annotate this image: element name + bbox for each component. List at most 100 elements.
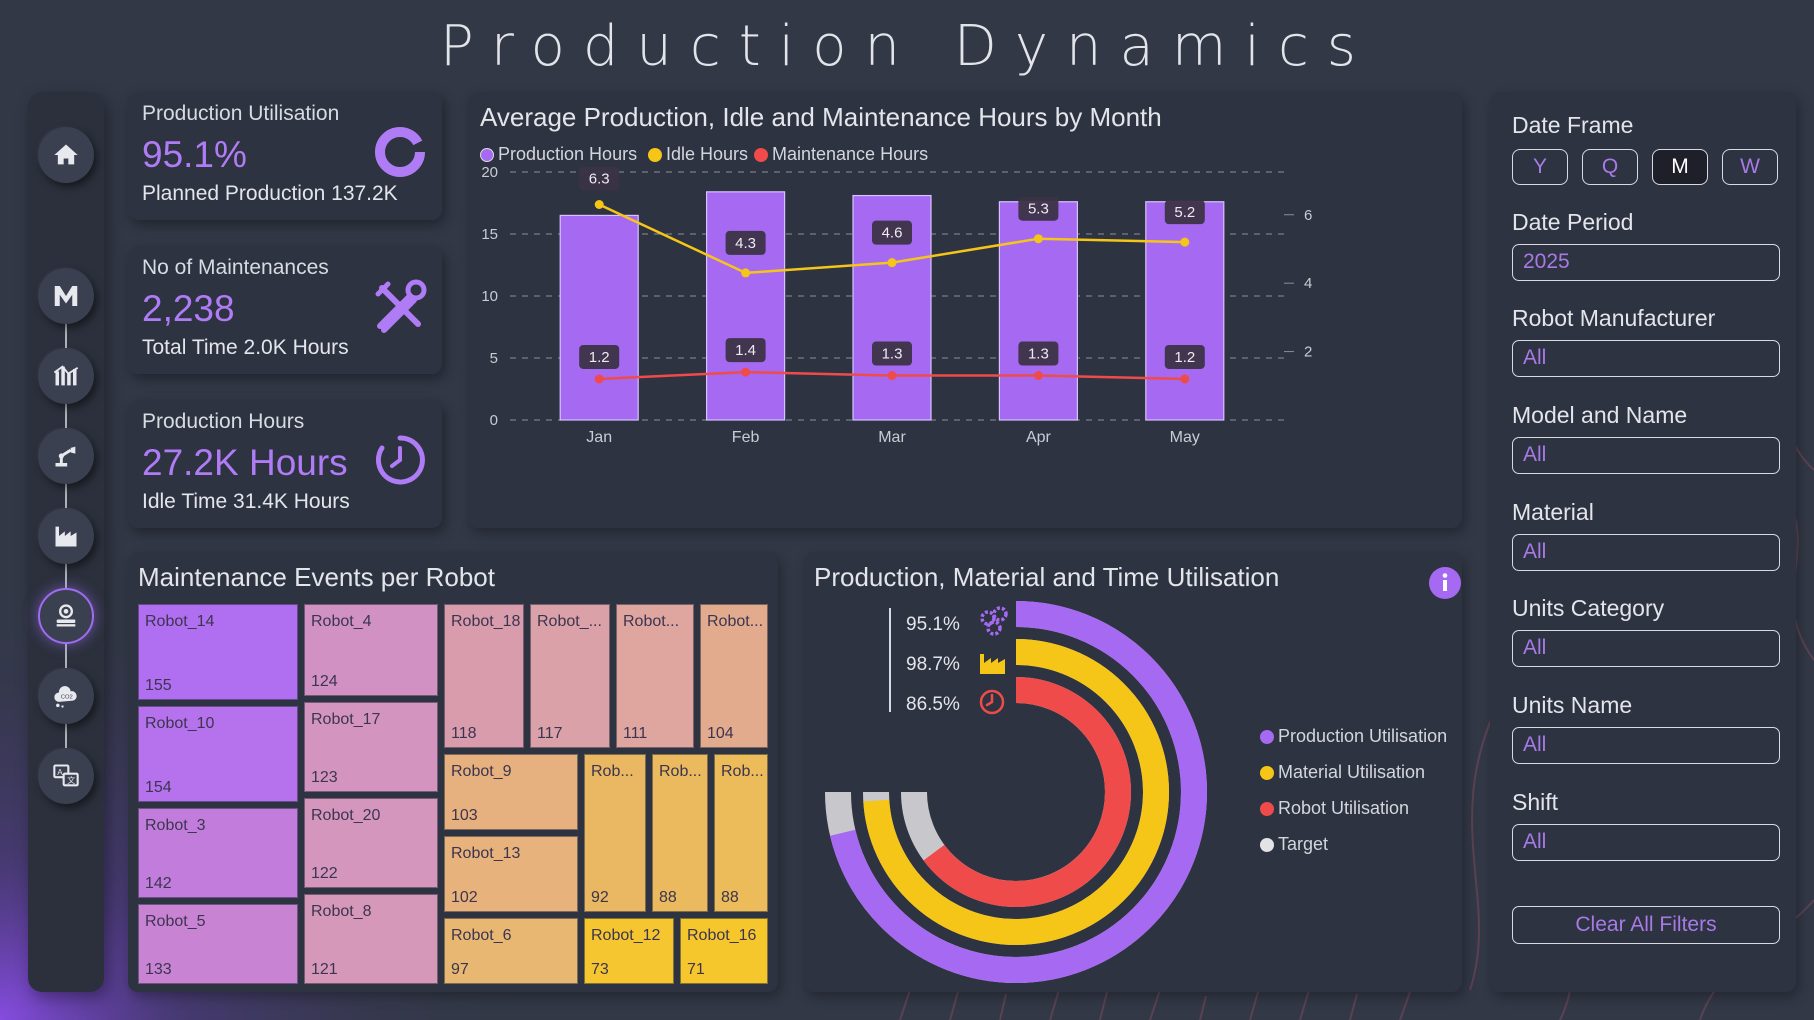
kpi-production-utilisation: Production Utilisation 95.1% Planned Pro… (128, 92, 442, 220)
units-name-label: Units Name (1512, 692, 1633, 718)
point-maintenance-hours[interactable] (594, 374, 604, 384)
treemap-tile[interactable]: Robot_12 73 (584, 918, 674, 984)
treemap-panel: Maintenance Events per Robot Robot_14 155… (128, 552, 778, 992)
point-idle-hours[interactable] (1180, 237, 1190, 247)
nav-analytics[interactable] (38, 348, 94, 404)
data-label: 4.3 (735, 235, 756, 252)
kpi-value: 2,238 (142, 288, 235, 329)
point-idle-hours[interactable] (741, 268, 751, 278)
units-name-select[interactable]: All (1512, 727, 1780, 764)
y-tick-label: 5 (490, 350, 498, 367)
point-maintenance-hours[interactable] (741, 367, 751, 377)
date-frame-quarter-button[interactable]: Q (1582, 149, 1638, 185)
treemap-tile[interactable]: Robot_17 123 (304, 702, 438, 792)
treemap-tile[interactable]: Robot_3 142 (138, 808, 298, 898)
treemap-tile[interactable]: Rob... 88 (714, 754, 768, 912)
legend-dot (1260, 729, 1274, 744)
gear-part (980, 610, 996, 626)
info-icon[interactable] (1428, 566, 1462, 600)
nav-robots[interactable] (38, 428, 94, 484)
gears-icon (980, 606, 1008, 636)
nav-m-dashboard[interactable] (38, 268, 94, 324)
treemap-tile-value: 97 (451, 961, 469, 978)
y-tick-label: 20 (481, 164, 498, 181)
treemap-tile[interactable]: Robot... 111 (616, 604, 694, 748)
point-maintenance-hours[interactable] (1180, 374, 1190, 384)
treemap-tile[interactable]: Robot_16 71 (680, 918, 768, 984)
legend-production-utilisation[interactable]: Production Utilisation (1260, 726, 1447, 747)
treemap-tile[interactable]: Robot_... 117 (530, 604, 610, 748)
utilisation-arc[interactable] (923, 677, 1131, 907)
point-idle-hours[interactable] (887, 258, 897, 268)
model-and-name-select[interactable]: All (1512, 437, 1780, 474)
point-maintenance-hours[interactable] (887, 371, 897, 381)
treemap-tile[interactable]: Rob... 92 (584, 754, 646, 912)
nav-home[interactable] (38, 127, 94, 183)
y2-tick-label: 2 (1304, 344, 1312, 361)
treemap-tile[interactable]: Robot_4 124 (304, 604, 438, 696)
nav-co2[interactable]: CO2 (38, 668, 94, 724)
point-idle-hours[interactable] (1033, 234, 1043, 244)
filter-panel: Date Frame Y Q M W Date Period 2025 Robo… (1490, 92, 1796, 992)
treemap-tile[interactable]: Robot_8 121 (304, 894, 438, 984)
legend-idle-hours[interactable]: Idle Hours (648, 144, 748, 165)
legend-target[interactable]: Target (1260, 834, 1328, 855)
treemap-tile[interactable]: Robot_5 133 (138, 904, 298, 984)
units-category-select[interactable]: All (1512, 630, 1780, 667)
data-label-bg (872, 220, 912, 245)
legend-maintenance-hours[interactable]: Maintenance Hours (754, 144, 928, 165)
legend-robot-utilisation[interactable]: Robot Utilisation (1260, 798, 1409, 819)
point-maintenance-hours[interactable] (1033, 371, 1043, 381)
date-frame-week-button[interactable]: W (1722, 149, 1778, 185)
treemap-tile[interactable]: Robot_13 102 (444, 836, 578, 912)
shift-label: Shift (1512, 789, 1559, 815)
y2-tick-label: 6 (1304, 207, 1312, 224)
treemap-tile-value: 88 (721, 889, 739, 906)
treemap-tile-name: Rob... (721, 763, 764, 780)
treemap-tile[interactable]: Rob... 88 (652, 754, 708, 912)
svg-text:文: 文 (67, 775, 75, 785)
data-label-bg (725, 230, 766, 255)
data-label: 1.2 (589, 349, 610, 366)
y-tick-label: 0 (490, 412, 498, 429)
robot-manufacturer-select[interactable]: All (1512, 340, 1780, 377)
treemap-tile[interactable]: Robot_14 155 (138, 604, 298, 700)
date-frame-month-button[interactable]: M (1652, 149, 1708, 185)
data-label: 5.3 (1028, 201, 1049, 218)
shift-select[interactable]: All (1512, 824, 1780, 861)
utilisation-arc[interactable] (863, 639, 1169, 945)
treemap-tile[interactable]: Robot_10 154 (138, 706, 298, 802)
treemap-tile[interactable]: Robot_6 97 (444, 918, 578, 984)
utilisation-arc[interactable] (830, 601, 1207, 983)
legend-label: Target (1278, 834, 1329, 854)
bar-production-hours[interactable] (559, 214, 639, 421)
robot-manufacturer-label: Robot Manufacturer (1512, 305, 1716, 331)
treemap-tile[interactable]: Robot... 104 (700, 604, 768, 748)
legend-dot (754, 147, 768, 162)
treemap-tile[interactable]: Robot_18 118 (444, 604, 524, 748)
nav-robot-monitor[interactable] (38, 588, 94, 644)
legend-material-utilisation[interactable]: Material Utilisation (1260, 762, 1425, 783)
treemap-tile-value: 102 (451, 889, 478, 906)
nav-factory[interactable] (38, 508, 94, 564)
nav-connector (65, 564, 67, 594)
data-label: 1.3 (882, 346, 903, 363)
nav-connector (65, 644, 67, 674)
treemap-tile[interactable]: Robot_20 122 (304, 798, 438, 888)
date-frame-year-button[interactable]: Y (1512, 149, 1568, 185)
treemap-tile[interactable]: Robot_9 103 (444, 754, 578, 830)
factory-icon (980, 654, 1005, 674)
clear-all-filters-button[interactable]: Clear All Filters (1512, 906, 1780, 944)
y-tick-label: 15 (481, 226, 498, 243)
point-idle-hours[interactable] (594, 199, 604, 209)
bar-production-hours[interactable] (1145, 201, 1225, 421)
chart-title: Maintenance Events per Robot (138, 562, 495, 592)
legend-label: Production Utilisation (1278, 726, 1448, 746)
kpi-title: Production Utilisation (142, 102, 340, 125)
co2-cloud-icon: CO2 (54, 686, 77, 708)
bar-production-hours[interactable] (706, 191, 786, 421)
material-select[interactable]: All (1512, 534, 1780, 571)
legend-production-hours[interactable]: Production Hours (480, 144, 637, 165)
date-period-select[interactable]: 2025 (1512, 244, 1780, 281)
